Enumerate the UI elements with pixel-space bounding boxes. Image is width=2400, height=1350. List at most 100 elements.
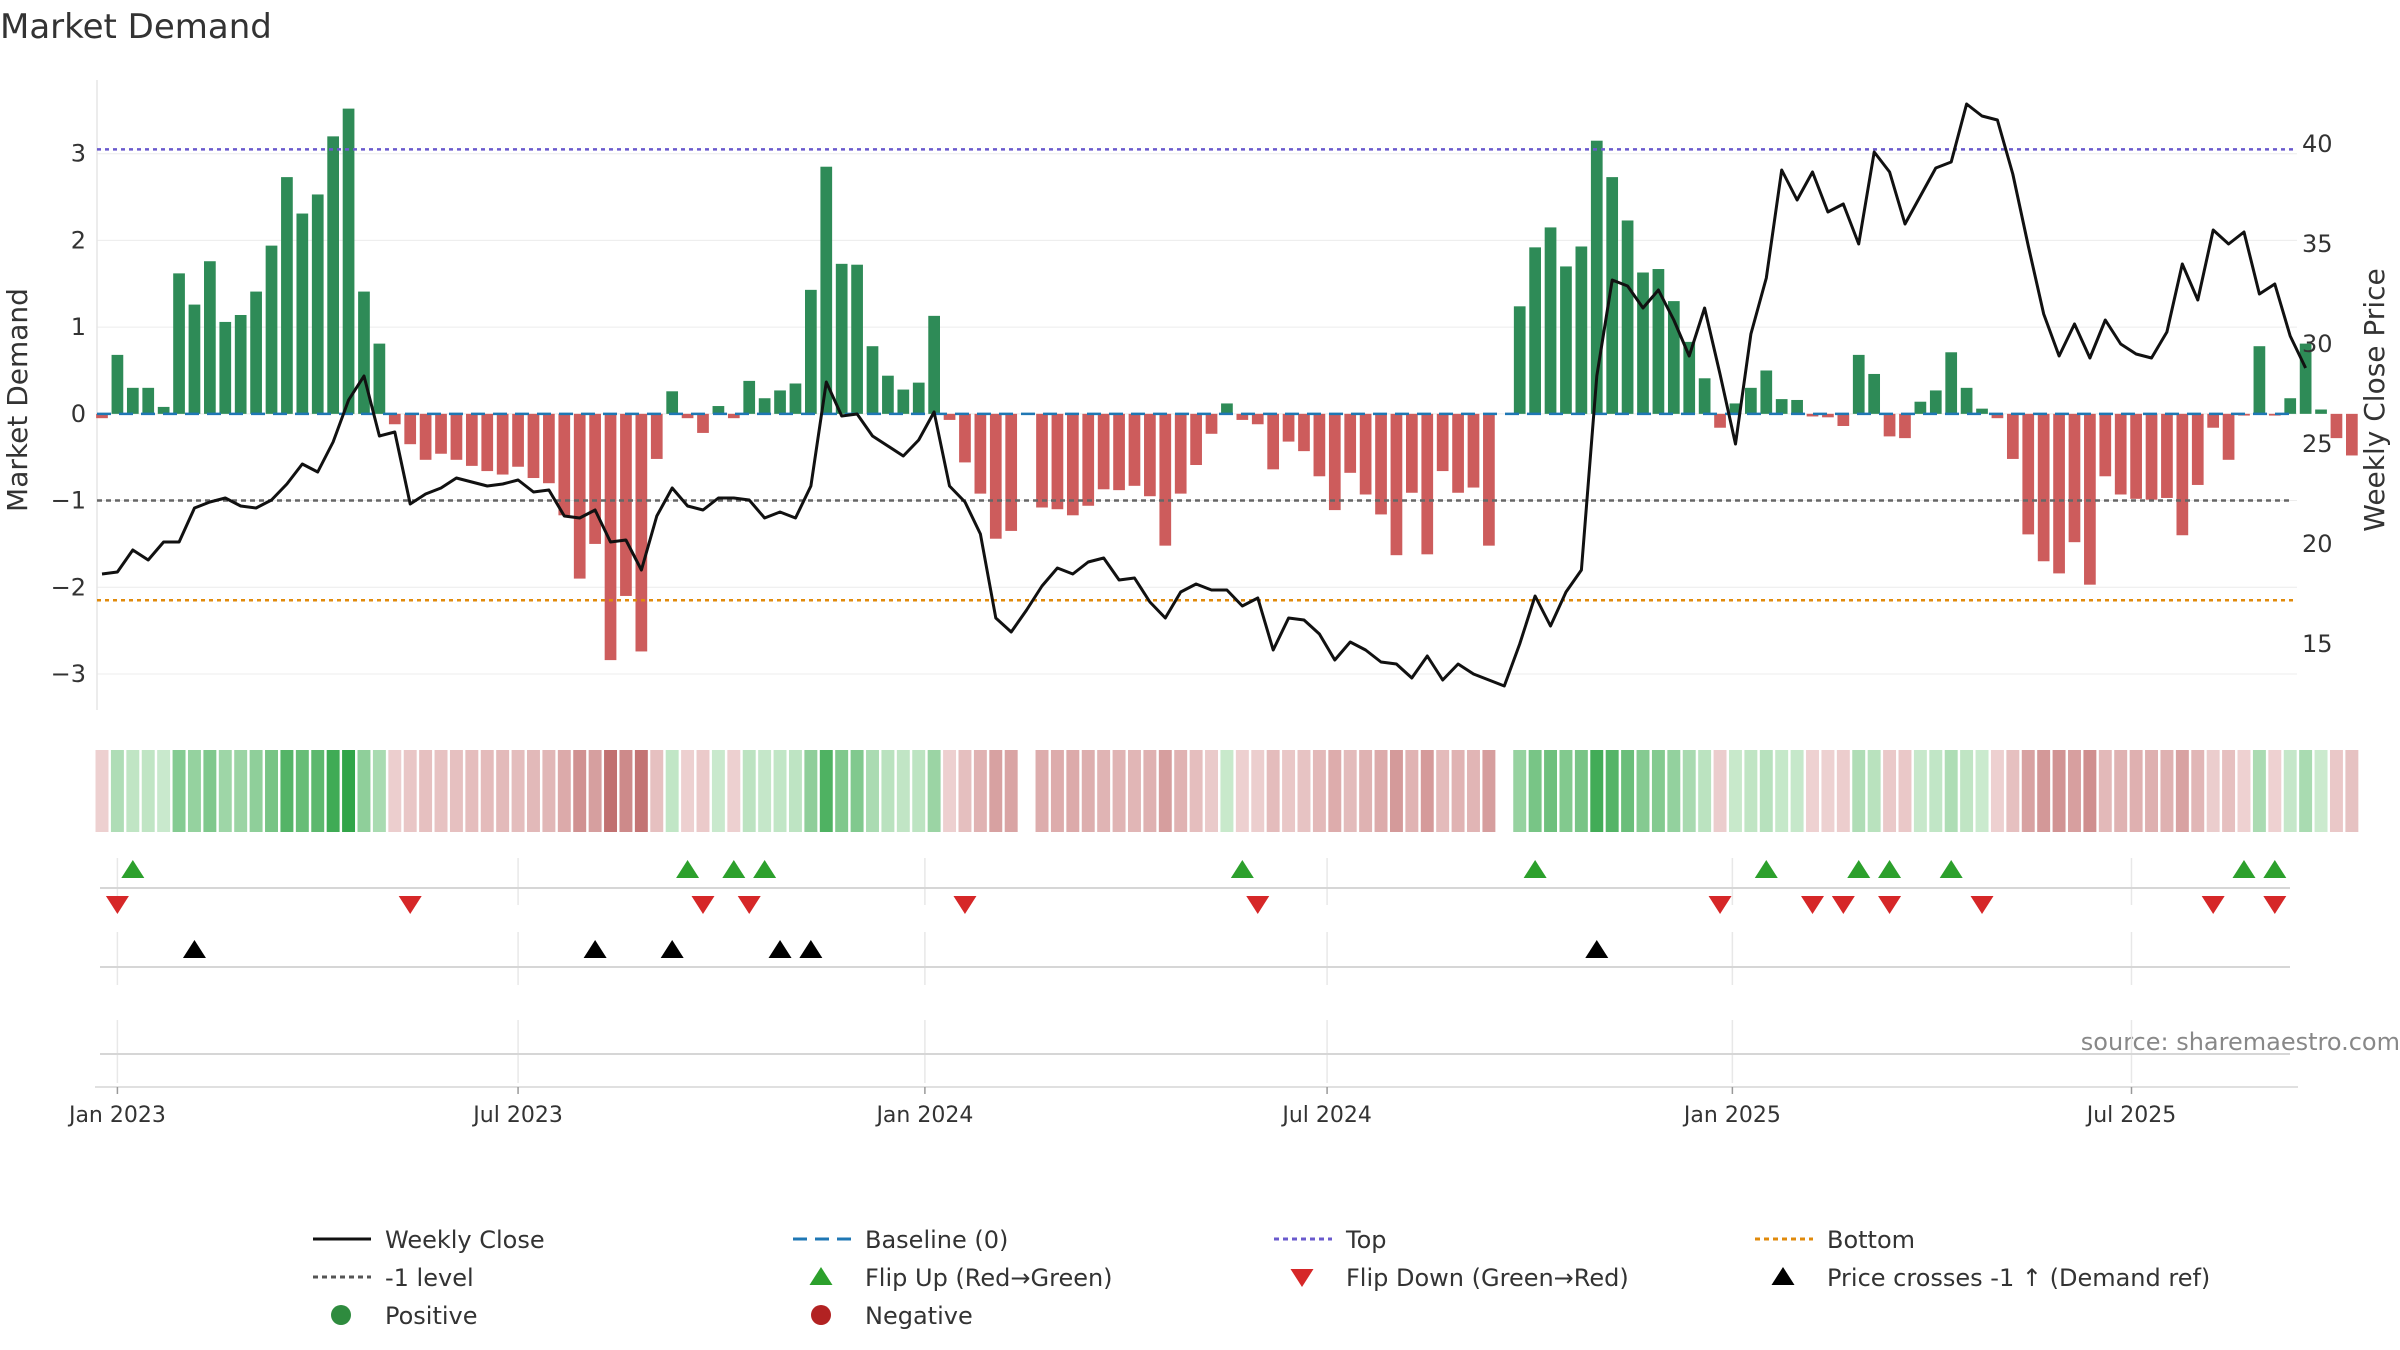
heat-cell [1621, 750, 1635, 832]
flip-up-marker [2263, 860, 2287, 878]
demand-bar [1113, 413, 1125, 491]
demand-bar [2253, 346, 2266, 414]
demand-bar [1097, 413, 1110, 490]
flip-down-marker [105, 896, 129, 914]
heat-cell [1960, 750, 1974, 832]
legend-label: Weekly Close [385, 1226, 545, 1254]
heat-cell [1513, 750, 1527, 832]
heat-cell [619, 750, 633, 832]
price-cross-marker [182, 940, 206, 958]
demand-bar [912, 382, 925, 414]
demand-bar [1760, 370, 1773, 414]
flip-up-marker [722, 860, 746, 878]
demand-bar [1405, 413, 1418, 493]
demand-bar [1513, 306, 1526, 414]
demand-bar [126, 387, 139, 414]
heat-cell [388, 750, 402, 832]
heat-cell [2083, 750, 2097, 832]
demand-bar [1205, 413, 1218, 434]
demand-bar [1328, 413, 1341, 511]
heat-cell [110, 750, 124, 832]
heat-cell [1158, 750, 1172, 832]
demand-bar [1714, 413, 1726, 428]
heat-cell [1451, 750, 1465, 832]
event-markers [105, 860, 2287, 958]
heat-cell [758, 750, 772, 832]
demand-bar [1637, 272, 1649, 414]
demand-bar [1560, 266, 1572, 414]
heat-cell [1590, 750, 1604, 832]
x-tick-label: Jul 2024 [1280, 1103, 1372, 1128]
heat-cell [1343, 750, 1357, 832]
heat-cell [2052, 750, 2066, 832]
demand-bar [388, 413, 401, 425]
heat-cell [1097, 750, 1111, 832]
x-tick-label: Jan 2023 [67, 1103, 166, 1128]
right-tick-label: 35 [2302, 230, 2333, 258]
demand-bar [465, 413, 478, 466]
x-tick-label: Jul 2023 [471, 1103, 563, 1128]
demand-bar [435, 413, 447, 454]
demand-bar [2084, 413, 2096, 585]
demand-bar [1929, 390, 1942, 414]
demand-bar [2299, 343, 2312, 414]
demand-bar [2191, 413, 2204, 485]
demand-bar [1729, 403, 1742, 414]
heat-cell [1081, 750, 1095, 832]
heat-cell [943, 750, 957, 832]
demand-bar [1128, 413, 1141, 486]
legend-label: Positive [385, 1302, 478, 1330]
heat-cell [1004, 750, 1018, 832]
heat-cell [2098, 750, 2112, 832]
demand-bar [2053, 413, 2065, 574]
heat-cell [2129, 750, 2143, 832]
heat-cell [604, 750, 618, 832]
demand-bar [1375, 413, 1387, 515]
heat-cell [1852, 750, 1866, 832]
heat-cell [527, 750, 540, 832]
heat-cell [1929, 750, 1943, 832]
heat-cell [1605, 750, 1619, 832]
demand-heat-strip [95, 750, 2359, 832]
demand-bar [1267, 413, 1280, 470]
demand-bar [1282, 413, 1295, 442]
heat-cell [419, 750, 433, 832]
flip-down-marker [2201, 896, 2225, 914]
heat-cell [727, 750, 741, 832]
right-tick-label: 25 [2302, 430, 2333, 458]
source-annotation: source: sharemaestro.com [2081, 1028, 2400, 1056]
legend-swatch-triangle-down [1290, 1269, 1314, 1287]
demand-bar [296, 213, 309, 414]
demand-bar [1960, 387, 1973, 414]
heat-cell [2068, 750, 2081, 832]
heat-cell [588, 750, 602, 832]
heat-cell [187, 750, 201, 832]
flip-down-marker [691, 896, 715, 914]
demand-bar [2346, 413, 2358, 456]
demand-bar [774, 390, 786, 414]
flip-up-marker [1523, 860, 1547, 878]
demand-bar [1868, 373, 1881, 414]
heat-cell [2222, 750, 2236, 832]
heat-cell [357, 750, 371, 832]
demand-bar [589, 413, 601, 544]
flip-up-marker [676, 860, 700, 878]
heat-cell [2299, 750, 2313, 832]
demand-bar [527, 413, 540, 479]
demand-bar [1899, 413, 1911, 439]
heat-cell [2037, 750, 2051, 832]
heat-cell [1667, 750, 1681, 832]
heat-cell [1297, 750, 1311, 832]
heat-cell [1883, 750, 1897, 832]
heat-cell [973, 750, 987, 832]
demand-bar [758, 398, 771, 414]
legend-swatch-triangle-up [1771, 1267, 1795, 1285]
heat-cell [1836, 750, 1850, 832]
heat-cell [958, 750, 972, 832]
heat-cell [1112, 750, 1126, 832]
heat-cell [295, 750, 309, 832]
heat-cell [1436, 750, 1450, 832]
heat-cell [449, 750, 463, 832]
heat-cell [465, 750, 479, 832]
